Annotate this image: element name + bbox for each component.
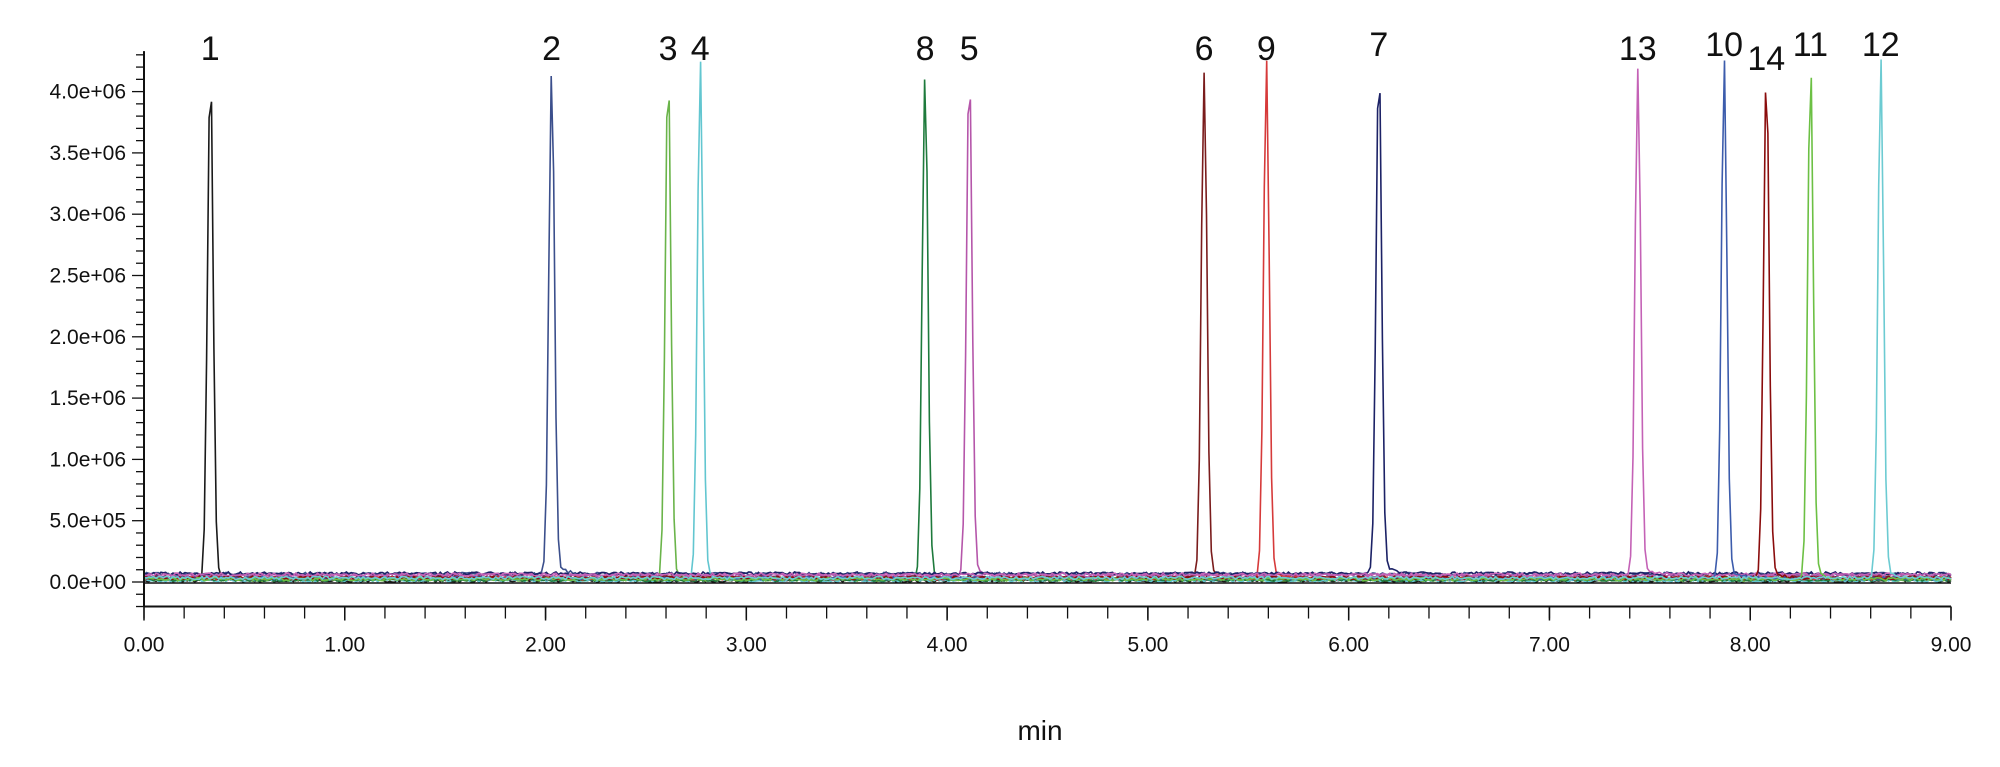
peak-label-4: 4 bbox=[691, 30, 710, 68]
trace-peak-7 bbox=[143, 92, 1952, 577]
y-tick-label: 2.0e+06 bbox=[50, 326, 127, 349]
peak-label-2: 2 bbox=[542, 30, 561, 68]
traces bbox=[143, 59, 1952, 584]
trace-peak-12 bbox=[143, 59, 1952, 581]
y-tick-label: 1.0e+06 bbox=[50, 448, 127, 471]
trace-peak-4 bbox=[143, 61, 1951, 584]
peak-labels: 1 2 3 4 8 5 6 9 7 13 10 14 11 12 bbox=[201, 26, 1900, 78]
y-tick-label: 4.0e+06 bbox=[50, 81, 127, 104]
trace-peak-9 bbox=[143, 60, 1952, 582]
peak-label-5: 5 bbox=[960, 30, 979, 68]
y-tick-label: 2.5e+06 bbox=[50, 265, 127, 288]
x-tick-label: 6.00 bbox=[1328, 634, 1369, 657]
peak-label-12: 12 bbox=[1862, 26, 1900, 64]
y-tick-label: 3.0e+06 bbox=[50, 203, 127, 226]
y-tick-label: 5.0e+05 bbox=[50, 510, 127, 533]
y-tick-label: 1.5e+06 bbox=[50, 387, 127, 410]
trace-peak-14 bbox=[143, 92, 1952, 581]
x-tick-label: 0.00 bbox=[124, 634, 165, 657]
x-tick-label: 1.00 bbox=[324, 634, 365, 657]
peak-label-10: 10 bbox=[1705, 26, 1743, 64]
y-tick-label: 0.0e+00 bbox=[50, 571, 127, 594]
trace-peak-13 bbox=[143, 68, 1952, 578]
trace-peak-10 bbox=[143, 60, 1952, 581]
peak-label-6: 6 bbox=[1195, 30, 1214, 68]
x-tick-label: 3.00 bbox=[726, 634, 767, 657]
x-tick-label: 7.00 bbox=[1529, 634, 1570, 657]
x-tick-label: 4.00 bbox=[927, 634, 968, 657]
peak-label-14: 14 bbox=[1747, 40, 1785, 78]
trace-peak-8 bbox=[143, 79, 1952, 583]
x-tick-label: 8.00 bbox=[1730, 634, 1771, 657]
x-tick-label: 2.00 bbox=[525, 634, 566, 657]
peak-label-8: 8 bbox=[916, 30, 935, 68]
trace-peak-6 bbox=[143, 72, 1952, 581]
y-tick-label: 3.5e+06 bbox=[50, 142, 127, 165]
peak-label-3: 3 bbox=[659, 30, 678, 68]
peak-label-13: 13 bbox=[1619, 30, 1657, 68]
trace-peak-1 bbox=[143, 101, 1952, 584]
x-tick-label: 5.00 bbox=[1127, 634, 1168, 657]
peak-label-1: 1 bbox=[201, 30, 220, 68]
trace-peak-3 bbox=[143, 100, 1952, 583]
trace-peak-2 bbox=[143, 75, 1952, 577]
x-tick-label: 9.00 bbox=[1931, 634, 1972, 657]
peak-label-9: 9 bbox=[1257, 30, 1276, 68]
peak-label-11: 11 bbox=[1793, 26, 1828, 64]
trace-peak-11 bbox=[143, 77, 1952, 582]
axes: 0.0e+00 5.0e+05 1.0e+06 1.5e+06 2.0e+06 2.5e+… bbox=[50, 51, 1972, 657]
trace-peak-5 bbox=[143, 99, 1952, 579]
peak-label-7: 7 bbox=[1369, 26, 1388, 64]
x-axis-title: min bbox=[1017, 715, 1062, 746]
